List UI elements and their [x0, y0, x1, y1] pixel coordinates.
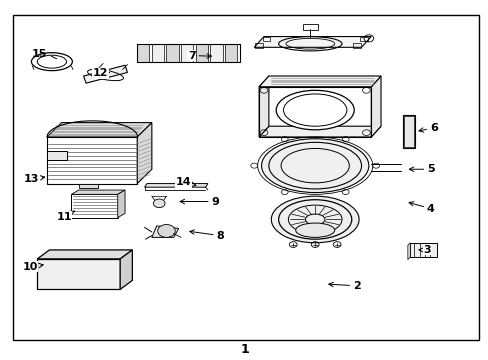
Bar	[262, 37, 270, 41]
Polygon shape	[181, 44, 193, 62]
Text: 8: 8	[189, 230, 224, 240]
Bar	[303, 24, 317, 30]
Polygon shape	[144, 184, 207, 187]
Polygon shape	[37, 259, 120, 289]
Text: 9: 9	[180, 197, 219, 207]
Polygon shape	[47, 123, 152, 137]
Polygon shape	[254, 37, 370, 47]
Text: 4: 4	[408, 202, 434, 214]
Polygon shape	[71, 190, 125, 194]
Text: 14: 14	[175, 177, 196, 187]
Polygon shape	[370, 76, 380, 137]
Polygon shape	[224, 44, 237, 62]
Polygon shape	[259, 76, 380, 87]
Polygon shape	[152, 44, 163, 62]
Ellipse shape	[278, 200, 351, 239]
Bar	[359, 37, 367, 41]
Bar	[409, 243, 436, 257]
Bar	[255, 43, 263, 48]
Polygon shape	[83, 65, 127, 83]
Text: 10: 10	[22, 262, 43, 272]
Polygon shape	[210, 44, 222, 62]
Text: 1: 1	[240, 343, 248, 356]
Text: 7: 7	[187, 50, 211, 60]
Text: 2: 2	[328, 281, 360, 291]
Circle shape	[158, 225, 175, 237]
Ellipse shape	[31, 53, 72, 71]
Polygon shape	[259, 126, 380, 137]
Polygon shape	[120, 250, 132, 289]
Bar	[71, 194, 118, 218]
Polygon shape	[195, 44, 207, 62]
Polygon shape	[47, 137, 137, 184]
Polygon shape	[407, 243, 409, 260]
Bar	[402, 116, 414, 148]
Text: 5: 5	[408, 164, 434, 174]
Ellipse shape	[268, 142, 361, 189]
Polygon shape	[47, 151, 66, 160]
Text: 15: 15	[32, 49, 47, 59]
Bar	[352, 43, 360, 48]
Ellipse shape	[271, 196, 358, 243]
Ellipse shape	[295, 223, 334, 237]
Polygon shape	[259, 76, 268, 137]
Ellipse shape	[276, 90, 353, 130]
Text: 6: 6	[418, 123, 437, 133]
Polygon shape	[118, 190, 125, 218]
Text: 13: 13	[24, 174, 44, 184]
Text: 12: 12	[93, 68, 109, 78]
Polygon shape	[166, 44, 178, 62]
Ellipse shape	[261, 139, 368, 193]
Polygon shape	[37, 250, 132, 259]
Polygon shape	[152, 226, 178, 237]
Polygon shape	[137, 44, 149, 62]
Bar	[403, 116, 413, 147]
Polygon shape	[79, 184, 98, 188]
Polygon shape	[137, 123, 152, 184]
Text: 3: 3	[418, 245, 430, 255]
Circle shape	[153, 199, 164, 208]
Text: 11: 11	[56, 211, 75, 221]
Bar	[137, 44, 239, 62]
Bar	[259, 87, 370, 137]
